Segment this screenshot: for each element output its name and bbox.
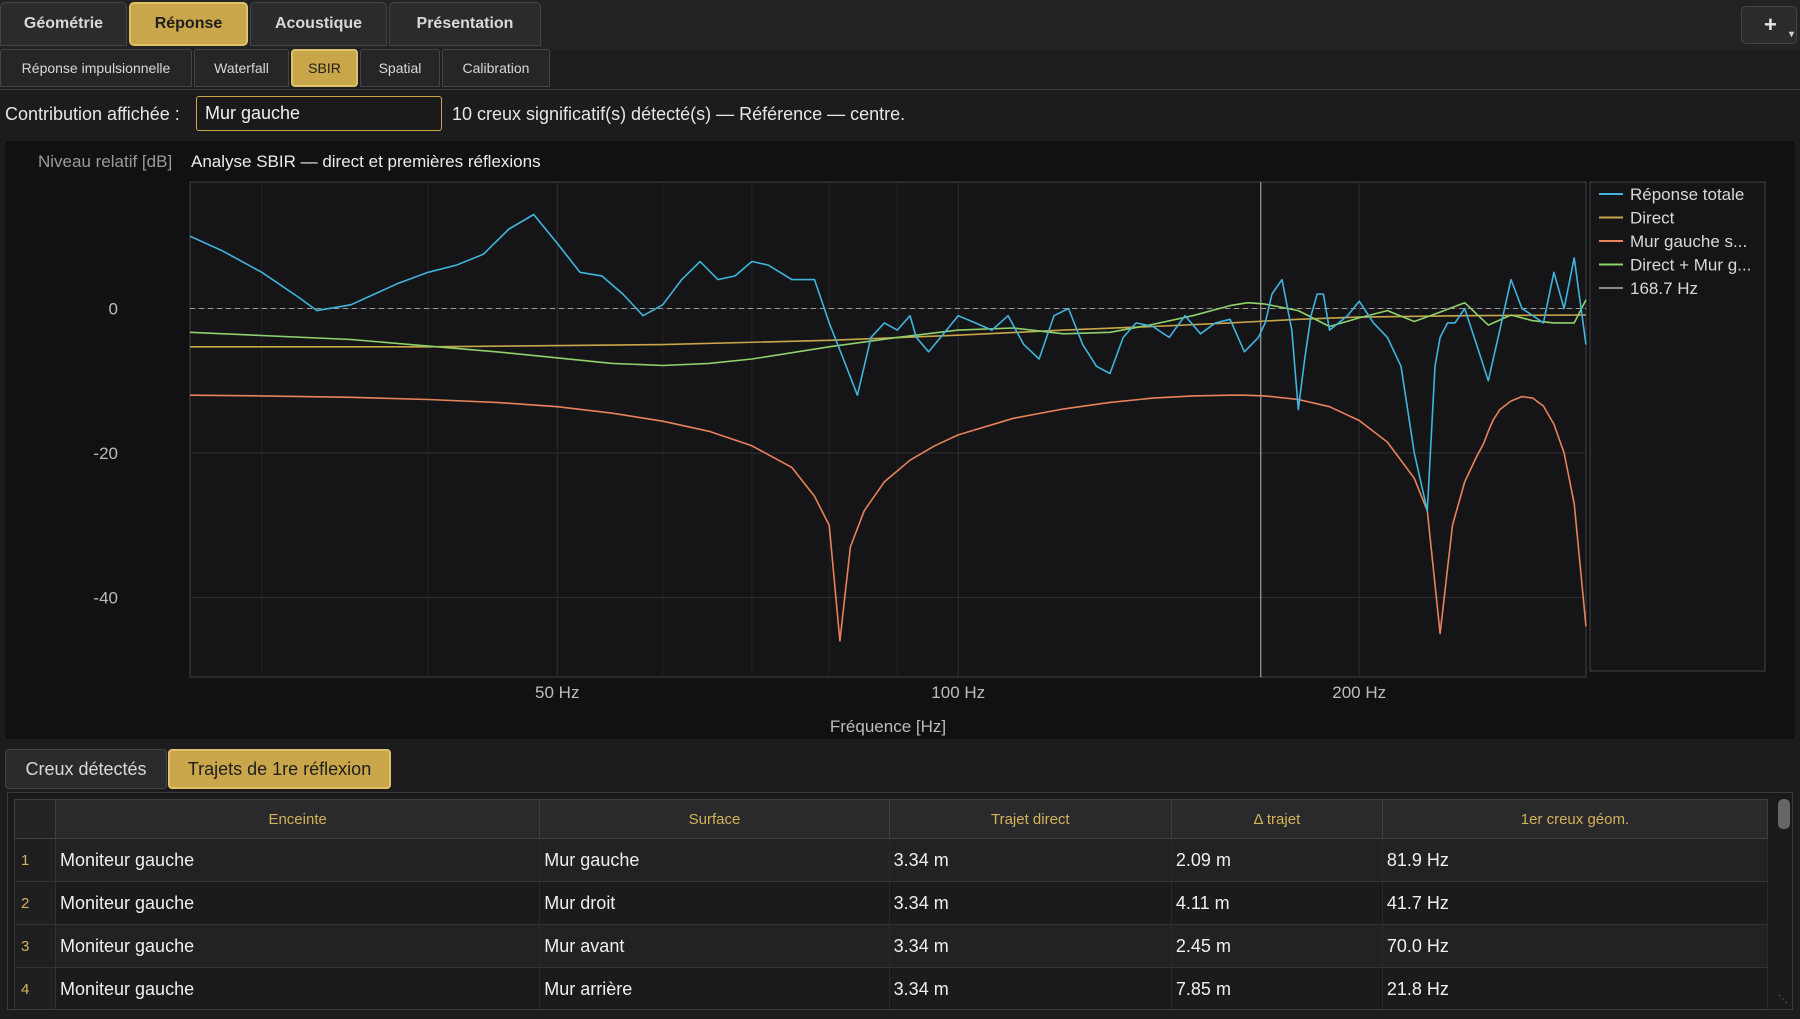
series-line-1 xyxy=(189,213,1587,512)
row-number: 3 xyxy=(14,924,56,968)
contribution-select[interactable]: Mur gauche xyxy=(196,96,442,131)
x-tick-label: 50 Hz xyxy=(535,683,579,702)
table-row[interactable]: 2 Moniteur gauche Mur droit 3.34 m 4.11 … xyxy=(14,881,1769,925)
table-cell: Mur droit xyxy=(539,881,890,925)
x-axis-label: Fréquence [Hz] xyxy=(830,717,946,736)
series-line-3 xyxy=(189,394,1587,642)
x-tick-label: 200 Hz xyxy=(1332,683,1386,702)
contribution-row: Contribution affichée : Mur gauche 10 cr… xyxy=(0,92,1800,138)
table-row[interactable]: 3 Moniteur gauche Mur avant 3.34 m 2.45 … xyxy=(14,924,1769,968)
legend-item: Direct xyxy=(1630,209,1675,228)
tab-sbir[interactable]: SBIR xyxy=(291,49,358,87)
contribution-label: Contribution affichée : xyxy=(5,104,180,124)
table-cell: Mur gauche xyxy=(539,838,890,882)
table-cell: 4.11 m xyxy=(1171,881,1383,925)
main-tab-bar: Géométrie Réponse Acoustique Présentatio… xyxy=(0,0,1800,50)
table-cell: Mur avant xyxy=(539,924,890,968)
y-tick-label: -40 xyxy=(93,589,118,608)
x-tick-label: 100 Hz xyxy=(931,683,985,702)
table-cell: 21.8 Hz xyxy=(1382,967,1769,1009)
table-cell: Moniteur gauche xyxy=(55,838,541,882)
table-cell: 81.9 Hz xyxy=(1382,838,1769,882)
legend-item: Mur gauche s... xyxy=(1630,232,1747,251)
table-row[interactable]: 1 Moniteur gauche Mur gauche 3.34 m 2.09… xyxy=(14,838,1769,882)
table-cell: 3.34 m xyxy=(889,838,1172,882)
plot-area xyxy=(189,181,1587,678)
table-cell: 3.34 m xyxy=(889,924,1172,968)
table-cell: 2.09 m xyxy=(1171,838,1383,882)
column-header-surface[interactable]: Surface xyxy=(539,799,890,839)
column-header-enceinte[interactable]: Enceinte xyxy=(54,799,541,839)
add-tab-button[interactable]: + ▾ xyxy=(1741,6,1797,44)
tab-trajets-reflexion[interactable]: Trajets de 1re réflexion xyxy=(168,749,391,789)
tab-creux-detectes[interactable]: Creux détectés xyxy=(5,749,167,789)
table-cell: 7.85 m xyxy=(1171,967,1383,1009)
sbir-chart-panel: 50 Hz 100 Hz 200 Hz 0 -20 -40 Niveau relatif … xyxy=(5,141,1795,739)
sub-tab-bar: Réponse impulsionnelle Waterfall SBIR Sp… xyxy=(0,49,1800,90)
column-header-premier-creux[interactable]: 1er creux géom. xyxy=(1381,799,1769,839)
plus-icon: + xyxy=(1764,12,1777,37)
contribution-status: 10 creux significatif(s) détecté(s) — Ré… xyxy=(452,104,906,124)
row-number: 4 xyxy=(14,967,56,1009)
row-number: 1 xyxy=(14,838,56,882)
y-tick-label: -20 xyxy=(93,444,118,463)
table-cell: 2.45 m xyxy=(1171,924,1383,968)
column-header-trajet-direct[interactable]: Trajet direct xyxy=(888,799,1172,839)
table-corner xyxy=(14,799,56,839)
y-axis-label: Niveau relatif [dB] xyxy=(38,152,172,171)
tab-spatial[interactable]: Spatial xyxy=(360,49,440,87)
table-cell: 70.0 Hz xyxy=(1382,924,1769,968)
chevron-down-icon: ▾ xyxy=(1788,29,1794,40)
table-cell: Mur arrière xyxy=(539,967,890,1009)
table-cell: Moniteur gauche xyxy=(55,967,541,1009)
series-line-4 xyxy=(189,299,1587,367)
tab-calibration[interactable]: Calibration xyxy=(442,49,550,87)
chart-title: Analyse SBIR — direct et premières réfle… xyxy=(191,152,541,171)
tab-geometrie[interactable]: Géométrie xyxy=(0,2,127,46)
series-line-2 xyxy=(190,314,1587,348)
resize-grip-icon[interactable]: ⋱ xyxy=(1778,994,1788,1005)
table-cell: Moniteur gauche xyxy=(55,881,541,925)
row-number: 2 xyxy=(14,881,56,925)
table-cell: 3.34 m xyxy=(889,881,1172,925)
table-cell: Moniteur gauche xyxy=(55,924,541,968)
tab-presentation[interactable]: Présentation xyxy=(389,2,541,46)
legend-item: 168.7 Hz xyxy=(1630,279,1698,298)
legend-item: Direct + Mur g... xyxy=(1630,256,1751,275)
tab-acoustique[interactable]: Acoustique xyxy=(250,2,387,46)
tab-reponse[interactable]: Réponse xyxy=(129,2,248,46)
table-row[interactable]: 4 Moniteur gauche Mur arrière 3.34 m 7.8… xyxy=(14,967,1769,1009)
bottom-tab-bar: Creux détectés Trajets de 1re réflexion xyxy=(0,745,1800,791)
y-tick-label: 0 xyxy=(109,299,118,318)
legend-item: Réponse totale xyxy=(1630,185,1744,204)
column-header-delta-trajet[interactable]: Δ trajet xyxy=(1170,799,1383,839)
table-cell: 3.34 m xyxy=(889,967,1172,1009)
tab-waterfall[interactable]: Waterfall xyxy=(194,49,289,87)
reflection-table: Enceinte Surface Trajet direct Δ trajet … xyxy=(7,792,1793,1010)
sbir-chart: 50 Hz 100 Hz 200 Hz 0 -20 -40 Niveau relatif … xyxy=(38,152,1766,736)
table-scrollbar[interactable] xyxy=(1778,799,1790,829)
tab-reponse-impulsionnelle[interactable]: Réponse impulsionnelle xyxy=(0,49,192,87)
table-cell: 41.7 Hz xyxy=(1382,881,1769,925)
